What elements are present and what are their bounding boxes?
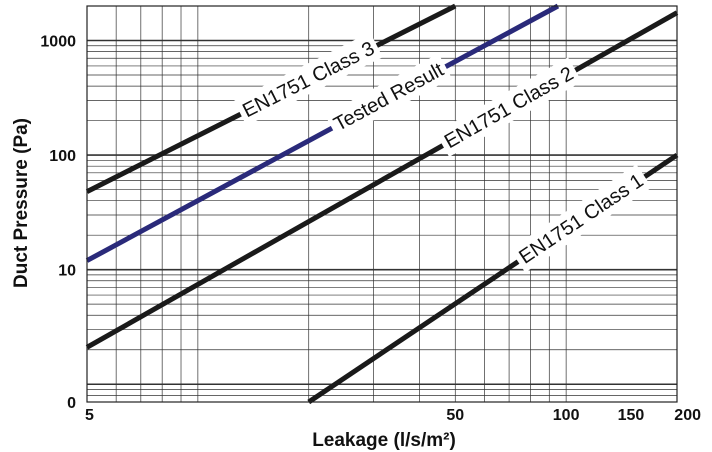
series-label-bg [509,164,652,273]
x-tick-label: 5 [85,407,94,424]
x-tick-label: 50 [446,407,464,424]
series-label-bg [233,32,383,126]
y-axis-label: Duct Pressure (Pa) [11,118,32,288]
y-tick-label: 100 [49,148,76,165]
x-axis-label: Leakage (l/s/m²) [312,430,456,451]
series-label-bg [435,57,582,157]
series-line-1 [85,3,560,263]
plot-frame [86,5,678,403]
x-tick-label: 150 [618,407,645,424]
x-tick-label: 200 [674,407,701,424]
x-tick-label: 100 [553,407,580,424]
series-label-group-2: EN1751 Class 2 [435,57,582,157]
y-tick-label: 10 [58,263,76,280]
series-line-2 [85,10,679,350]
series-label-bg [324,53,452,140]
tick-labels: 5 50 100 150 200 0 10 100 1000 [40,33,701,424]
y-tick-label: 1000 [40,33,76,50]
y-tick-label: 0 [67,395,76,412]
series-label-3: EN1751 Class 1 [515,170,647,269]
